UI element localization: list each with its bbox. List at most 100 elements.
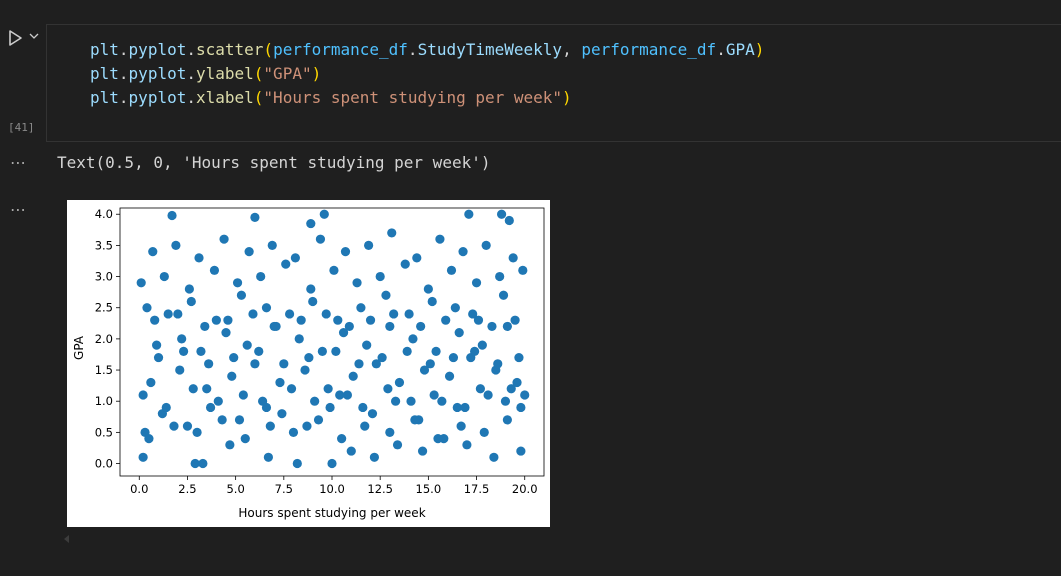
code-token: ) — [562, 88, 572, 107]
code-token: pyplot — [128, 40, 187, 59]
code-editor[interactable] — [46, 24, 1061, 142]
scatter-point — [327, 458, 337, 469]
scatter-point — [329, 265, 339, 275]
code-token: ( — [253, 64, 264, 83]
scatter-point — [313, 415, 324, 425]
code-line: plt.pyplot.ylabel("GPA") — [90, 62, 764, 86]
scatter-point — [196, 346, 206, 356]
scatter-point — [375, 271, 385, 282]
scatter-point — [204, 359, 214, 369]
scatter-point — [444, 371, 455, 381]
scatter-point — [495, 271, 505, 282]
code-token: . — [186, 64, 196, 83]
x-tick-label: 5.0 — [226, 482, 244, 496]
scatter-point — [516, 402, 526, 413]
scatter-point — [198, 458, 208, 469]
scatter-chart: 0.0 2.5 5.0 7.5 10.0 12.5 15.0 17.5 20.0 0.0 0.5 1… — [72, 207, 545, 520]
scatter-point — [335, 390, 345, 400]
scatter-point — [308, 296, 318, 307]
scatter-point — [265, 421, 275, 431]
y-tick-label: 4.0 — [95, 207, 113, 221]
scatter-point — [346, 446, 356, 456]
scatter-point — [489, 452, 499, 462]
run-cell-icon[interactable] — [6, 29, 24, 47]
scatter-point — [423, 284, 433, 294]
scatter-point — [153, 352, 164, 363]
scatter-point — [325, 402, 335, 413]
x-axis-ticks: 0.0 2.5 5.0 7.5 10.0 12.5 15.0 17.5 20.0 — [130, 476, 538, 496]
scatter-point — [261, 303, 272, 313]
x-tick-label: 2.5 — [178, 482, 196, 496]
y-tick-label: 2.0 — [95, 332, 113, 346]
scatter-point — [232, 278, 243, 288]
scatter-point — [182, 421, 193, 431]
scatter-point — [406, 396, 416, 406]
scatter-point — [175, 365, 185, 375]
output-menu-icon[interactable]: ⋯ — [10, 200, 27, 219]
scroll-left-arrow[interactable] — [64, 535, 69, 543]
scatter-point — [256, 271, 266, 282]
scatter-point — [279, 359, 289, 369]
scatter-point — [171, 240, 181, 250]
y-tick-label: 0.0 — [95, 457, 113, 471]
code-token: . — [716, 40, 726, 59]
scatter-point — [356, 303, 366, 313]
scatter-point — [385, 427, 395, 437]
scatter-point — [271, 321, 281, 332]
scatter-point — [306, 284, 316, 294]
y-tick-label: 3.5 — [95, 238, 113, 252]
scatter-point — [412, 253, 422, 263]
scatter-point — [179, 346, 189, 356]
scatter-point — [448, 352, 459, 363]
x-axis-label: Hours spent studying per week — [238, 506, 425, 520]
code-content[interactable]: plt.pyplot.scatter(performance_df.StudyT… — [90, 38, 764, 110]
scatter-point — [394, 377, 405, 388]
scatter-point — [263, 452, 273, 462]
scatter-point — [385, 321, 395, 332]
scatter-point — [177, 334, 187, 344]
scatter-point — [236, 290, 247, 300]
code-token: xlabel — [195, 88, 254, 107]
scatter-point — [456, 421, 466, 431]
scatter-point — [464, 209, 474, 219]
code-token: . — [118, 88, 129, 107]
scatter-point — [317, 346, 327, 356]
scatter-point — [514, 352, 524, 363]
scatter-point — [337, 434, 347, 444]
scatter-point — [470, 346, 480, 356]
scatter-point — [493, 359, 503, 369]
code-token: StudyTimeWeekly — [417, 40, 563, 59]
scatter-point — [516, 446, 526, 456]
scatter-point — [462, 440, 472, 450]
scatter-point — [217, 415, 227, 425]
scatter-point — [138, 390, 148, 400]
scatter-point — [152, 340, 162, 350]
scatter-point — [410, 415, 420, 425]
scatter-point — [360, 421, 370, 431]
scatter-point — [333, 315, 343, 325]
scatter-point — [190, 458, 200, 469]
code-token: , — [562, 40, 582, 59]
scatter-point — [381, 290, 391, 300]
code-token: scatter — [195, 40, 264, 59]
x-tick-label: 0.0 — [130, 482, 148, 496]
scatter-point — [383, 384, 393, 394]
scatter-point — [248, 309, 258, 319]
scatter-point — [446, 265, 457, 275]
scatter-point — [473, 315, 484, 325]
chevron-down-icon[interactable] — [28, 29, 40, 43]
plot-area — [119, 207, 545, 477]
x-tick-label: 12.5 — [367, 482, 393, 496]
code-token: ylabel — [195, 64, 254, 83]
code-token: ( — [253, 88, 264, 107]
scatter-point — [479, 427, 489, 437]
scatter-point — [377, 352, 387, 363]
scatter-point — [365, 315, 376, 325]
scatter-point — [369, 452, 379, 462]
scatter-point — [254, 346, 264, 356]
output-menu-icon[interactable]: ⋯ — [10, 153, 27, 172]
scatter-point — [238, 390, 248, 400]
scatter-point — [163, 309, 173, 319]
scatter-point — [364, 240, 374, 250]
scatter-point — [138, 452, 148, 462]
